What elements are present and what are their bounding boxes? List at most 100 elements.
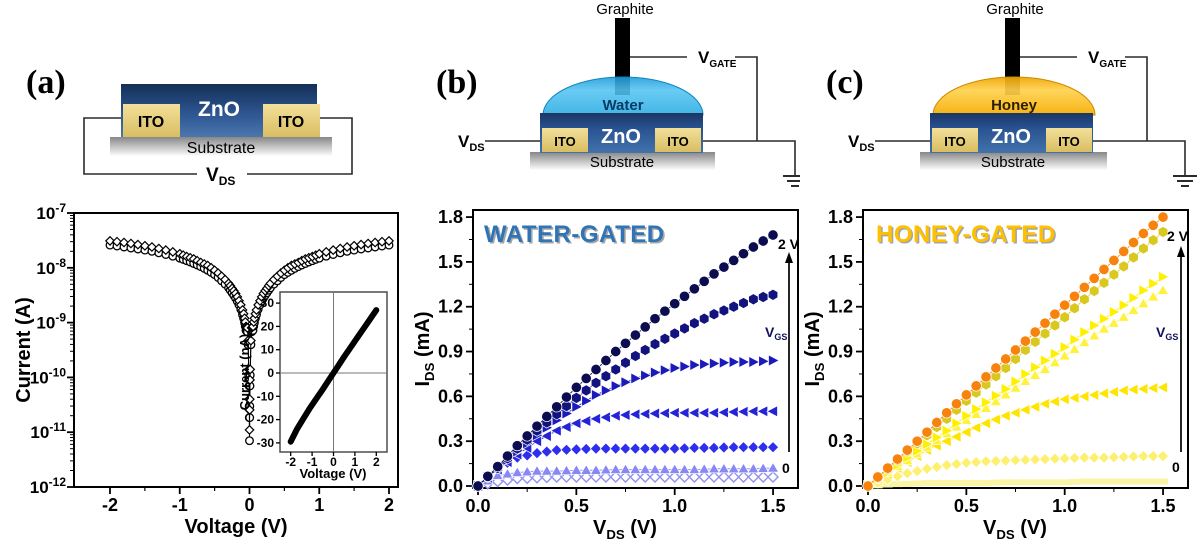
honey-gated-chart: 0.0 0.5 1.0 1.5 0.0 0.3 0.6 0.9 1.2 1.5 1.8 VDS (V)… xyxy=(802,207,1189,542)
svg-text:-10: -10 xyxy=(257,389,275,403)
svg-text:-30: -30 xyxy=(257,436,275,450)
svg-text:2: 2 xyxy=(373,455,380,469)
ground-icon xyxy=(783,175,800,187)
svg-text:1: 1 xyxy=(352,455,359,469)
svg-text:10-7: 10-7 xyxy=(36,201,66,223)
water-gated-device-diagram: Graphite Water ZnO ITO ITO Substrate VDS… xyxy=(458,1,800,187)
svg-text:-20: -20 xyxy=(257,413,275,427)
panel-c-schematic: (c) Graphite Honey ZnO ITO ITO Substrate… xyxy=(826,1,1197,187)
chart-title: WATER-GATED xyxy=(484,221,665,248)
series-level-3 xyxy=(861,284,1170,491)
y-axis-title: IDS (mA) xyxy=(412,312,437,387)
svg-text:1.5: 1.5 xyxy=(761,496,786,516)
svg-text:1.2: 1.2 xyxy=(438,297,463,317)
graphite-label: Graphite xyxy=(596,1,654,18)
svg-text:1: 1 xyxy=(314,495,324,515)
substrate-label: Substrate xyxy=(187,140,256,157)
zno-label: ZnO xyxy=(601,126,641,148)
substrate-label: Substrate xyxy=(981,154,1045,171)
inset-y-title: Current (nA) xyxy=(237,334,252,411)
ito-electrode-left xyxy=(542,128,588,152)
y-axis-title: Current (A) xyxy=(13,297,35,403)
axes: 0.0 0.5 1.0 1.5 0.0 0.3 0.6 0.9 1.2 1.5 1.8 VDS (V)… xyxy=(412,207,786,542)
plot-frame xyxy=(862,209,1189,489)
vds-label: VDS xyxy=(848,132,875,154)
honey-label: Honey xyxy=(991,97,1038,114)
substrate-layer xyxy=(110,137,332,156)
panel-a-label: (a) xyxy=(26,64,66,101)
y-axis-title: IDS (mA) xyxy=(802,312,827,387)
svg-text:1.5: 1.5 xyxy=(828,252,853,272)
honey-gated-plot: 0.0 0.5 1.0 1.5 0.0 0.3 0.6 0.9 1.2 1.5 1.8 VDS (V)… xyxy=(802,207,1189,542)
svg-text:-1: -1 xyxy=(172,495,188,515)
inset-x-title: Voltage (V) xyxy=(300,466,367,481)
ito-electrode-left xyxy=(123,104,180,137)
svg-text:0.0: 0.0 xyxy=(855,496,880,516)
ground-icon xyxy=(1173,175,1197,187)
ito-left-label: ITO xyxy=(554,134,575,149)
circuit-wires xyxy=(875,56,1186,175)
svg-text:0.6: 0.6 xyxy=(828,386,853,406)
svg-text:-2: -2 xyxy=(285,455,296,469)
panel-b-label: (b) xyxy=(436,64,478,101)
chart-title-shadow: WATER-GATED xyxy=(486,223,667,250)
gate-voltage-annotation: 2 V 0 VGS xyxy=(765,236,800,476)
water-label: Water xyxy=(602,97,643,114)
substrate-label: Substrate xyxy=(590,154,654,171)
ito-left-label: ITO xyxy=(138,114,164,131)
svg-text:0.0: 0.0 xyxy=(465,496,490,516)
vds-label: VDS xyxy=(206,165,235,188)
svg-text:0.0: 0.0 xyxy=(438,476,463,496)
panel-b-schematic: (b) Graphite Water ZnO ITO ITO Substrate… xyxy=(436,1,800,187)
vds-wire xyxy=(83,117,353,175)
svg-text:0: 0 xyxy=(782,460,790,476)
panel-a-schematic: (a) ZnO ITO ITO Substrate VDS xyxy=(26,64,353,188)
svg-text:0.3: 0.3 xyxy=(828,431,853,451)
series-sweep-2 xyxy=(104,235,395,435)
chart-title: HONEY-GATED xyxy=(876,221,1056,248)
arrow-head-icon xyxy=(1177,246,1185,257)
ito-electrode-right xyxy=(1046,128,1092,152)
plot-frame xyxy=(472,209,799,489)
vgs-axis-label: VGS xyxy=(765,324,787,342)
water-gated-chart: 0.0 0.5 1.0 1.5 0.0 0.3 0.6 0.9 1.2 1.5 1.8 VDS (V)… xyxy=(412,207,800,542)
water-droplet xyxy=(542,76,704,116)
x-axis-title: Voltage (V) xyxy=(185,516,288,538)
zno-label: ZnO xyxy=(198,98,240,121)
svg-text:0.5: 0.5 xyxy=(954,496,979,516)
svg-text:1.5: 1.5 xyxy=(438,252,463,272)
series-level-5 xyxy=(471,461,780,491)
ito-right-label: ITO xyxy=(278,114,304,131)
svg-text:10-11: 10-11 xyxy=(30,420,66,442)
two-terminal-device-diagram: ZnO ITO ITO Substrate VDS xyxy=(83,84,353,188)
series-vgs-2V xyxy=(472,229,779,492)
ito-electrode-right xyxy=(655,128,701,152)
ito-electrode-left xyxy=(932,128,978,152)
axes: 0.0 0.5 1.0 1.5 0.0 0.3 0.6 0.9 1.2 1.5 1.8 VDS (V)… xyxy=(802,207,1176,542)
svg-text:10-10: 10-10 xyxy=(30,365,67,387)
svg-text:10: 10 xyxy=(261,343,275,357)
substrate-layer xyxy=(530,152,715,170)
svg-text:0.5: 0.5 xyxy=(564,496,589,516)
circuit-wires xyxy=(485,56,796,175)
svg-text:0.9: 0.9 xyxy=(438,342,463,362)
chart-title-shadow: HONEY-GATED xyxy=(878,223,1058,250)
svg-text:0.9: 0.9 xyxy=(828,342,853,362)
graphite-electrode xyxy=(615,18,630,95)
svg-text:1.0: 1.0 xyxy=(662,496,687,516)
svg-text:10-9: 10-9 xyxy=(36,311,66,333)
svg-text:0.3: 0.3 xyxy=(438,431,463,451)
zno-label: ZnO xyxy=(991,126,1031,148)
svg-text:0: 0 xyxy=(330,455,337,469)
iv-log-plot: -2 -1 0 1 210-710-810-910-1010-1110-12Voltag… xyxy=(13,201,399,538)
svg-text:2 V: 2 V xyxy=(1167,228,1189,244)
x-axis-title: VDS (V) xyxy=(593,517,657,542)
svg-text:1.0: 1.0 xyxy=(1052,496,1077,516)
svg-text:1.5: 1.5 xyxy=(1151,496,1176,516)
svg-text:0: 0 xyxy=(244,495,254,515)
svg-text:-1: -1 xyxy=(307,455,318,469)
ito-right-label: ITO xyxy=(1058,134,1079,149)
x-axis-title: VDS (V) xyxy=(983,517,1047,542)
